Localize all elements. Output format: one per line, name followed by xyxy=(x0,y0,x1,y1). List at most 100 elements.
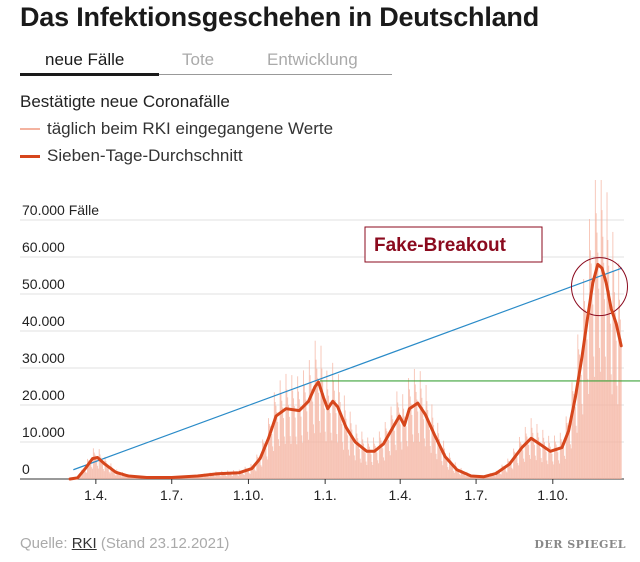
daily-value-bar xyxy=(123,474,125,479)
daily-value-bar xyxy=(372,464,374,479)
daily-value-bar xyxy=(264,444,266,479)
daily-value-bar xyxy=(303,385,305,479)
daily-value-bar xyxy=(483,477,485,479)
daily-value-bar xyxy=(242,472,244,479)
daily-value-bar xyxy=(424,446,426,479)
daily-value-bar xyxy=(214,476,216,479)
daily-value-bar xyxy=(574,397,575,479)
daily-value-bar xyxy=(556,447,558,479)
daily-value-bar xyxy=(403,408,405,479)
daily-value-bar xyxy=(399,424,401,479)
tab-neue-faelle[interactable]: neue Fälle xyxy=(45,50,125,69)
daily-value-bar xyxy=(306,411,308,479)
daily-value-bar xyxy=(539,441,540,479)
daily-value-bar xyxy=(185,477,187,479)
daily-value-bar xyxy=(439,444,441,479)
daily-value-bar xyxy=(346,425,348,479)
daily-value-bar xyxy=(333,381,334,479)
daily-value-bar xyxy=(297,376,299,479)
daily-value-bar xyxy=(331,440,333,479)
daily-value-bar xyxy=(201,475,203,479)
tab-tote[interactable]: Tote xyxy=(182,50,215,69)
daily-value-bar xyxy=(216,472,218,479)
daily-value-bar xyxy=(132,477,134,479)
daily-value-bar xyxy=(533,444,535,479)
daily-value-bar xyxy=(122,473,124,479)
daily-value-bar xyxy=(577,334,579,479)
daily-value-bar xyxy=(293,398,294,479)
daily-value-bar xyxy=(362,439,364,479)
daily-value-bar xyxy=(246,468,248,479)
daily-value-bar xyxy=(224,474,226,479)
daily-value-bar xyxy=(513,448,515,479)
daily-value-bar xyxy=(549,446,551,479)
daily-value-bar xyxy=(319,432,321,479)
daily-value-bar xyxy=(458,471,460,479)
daily-value-bar xyxy=(324,431,326,479)
daily-value-bar xyxy=(281,400,283,479)
daily-value-bar xyxy=(532,432,534,479)
daily-value-bar xyxy=(448,469,450,479)
daily-value-bar xyxy=(220,476,222,479)
daily-value-bar xyxy=(356,433,358,479)
daily-value-bar xyxy=(325,441,327,479)
daily-value-bar xyxy=(200,475,202,479)
daily-value-bar xyxy=(102,463,104,479)
label-layer: 0 10.000 20.000 30.000 40.000 50.000 60.000 70.… xyxy=(22,202,568,503)
daily-value-bar xyxy=(305,399,307,479)
daily-value-bar xyxy=(355,424,357,479)
daily-value-bar xyxy=(571,382,573,479)
daily-value-bar xyxy=(568,428,570,479)
daily-value-bar xyxy=(550,449,552,479)
daily-value-bar xyxy=(241,471,243,479)
daily-value-bar xyxy=(302,442,304,479)
daily-value-bar xyxy=(433,425,435,479)
daily-value-bar xyxy=(304,392,306,479)
daily-value-bar xyxy=(360,462,362,479)
daily-value-bar xyxy=(333,390,335,479)
daily-value-bar xyxy=(89,461,91,479)
daily-value-bar xyxy=(398,407,400,479)
daily-value-bar xyxy=(276,411,278,479)
daily-value-bar xyxy=(271,433,273,479)
tab-entwicklung[interactable]: Entwicklung xyxy=(267,50,358,69)
daily-value-bar xyxy=(421,397,423,479)
daily-value-bar xyxy=(523,458,525,479)
daily-value-bar xyxy=(313,433,315,479)
daily-value-bar xyxy=(247,470,249,479)
x-tick-label: 1.1. xyxy=(313,487,336,503)
daily-value-bar xyxy=(263,442,264,479)
source-note: Quelle: RKI (Stand 23.12.2021) xyxy=(20,535,229,552)
daily-value-bar xyxy=(332,362,334,479)
daily-value-bar xyxy=(584,309,586,479)
daily-value-bar xyxy=(375,448,377,479)
daily-value-bar xyxy=(268,418,269,479)
daily-value-bar xyxy=(432,417,434,479)
daily-value-bar xyxy=(252,465,254,479)
daily-value-bar xyxy=(581,403,583,479)
daily-value-bar xyxy=(94,454,96,479)
daily-value-bar xyxy=(353,443,355,479)
daily-value-bar xyxy=(451,463,453,479)
daily-value-bar xyxy=(599,371,601,479)
daily-value-bar xyxy=(117,471,119,479)
daily-value-bar xyxy=(420,388,422,479)
daily-value-bar xyxy=(547,464,549,479)
daily-value-bar xyxy=(257,457,259,479)
daily-value-bar xyxy=(195,476,197,479)
daily-value-bar xyxy=(322,381,324,479)
daily-value-bar xyxy=(219,475,221,479)
source-link[interactable]: RKI xyxy=(71,535,97,552)
daily-value-bar xyxy=(287,397,289,479)
x-tick-label: 1.10. xyxy=(233,487,264,503)
daily-value-bar xyxy=(235,472,237,479)
daily-value-bar xyxy=(358,449,360,479)
daily-value-bar xyxy=(559,463,560,479)
daily-value-bar xyxy=(298,399,300,479)
daily-value-bar xyxy=(289,436,291,479)
daily-value-bar xyxy=(411,414,413,479)
daily-value-bar xyxy=(318,392,319,479)
daily-value-bar xyxy=(552,461,554,479)
daily-value-bar xyxy=(445,456,447,479)
daily-value-bar xyxy=(614,312,616,479)
